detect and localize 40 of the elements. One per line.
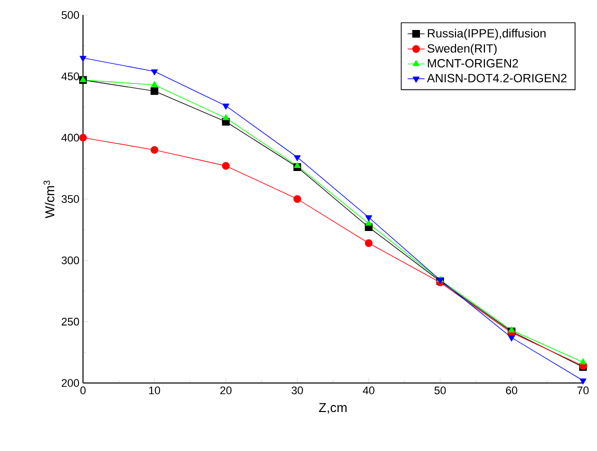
x-tick-label: 0 — [80, 386, 86, 394]
y-tick-label: 450 — [61, 72, 80, 80]
x-tick-label: 30 — [292, 386, 303, 394]
point — [150, 146, 158, 154]
x-tick-label: 10 — [149, 386, 160, 394]
point — [294, 162, 301, 168]
y-axis-title: W/cm$^{3}$ — [44, 180, 54, 218]
x-axis-title: Z,cm — [319, 403, 347, 414]
point — [508, 326, 515, 332]
y-tick-label: 200 — [62, 379, 80, 387]
point — [580, 358, 586, 364]
y-tick-label: 250 — [62, 318, 80, 326]
point — [150, 87, 158, 95]
point — [222, 104, 230, 110]
point — [151, 81, 158, 88]
legend-label: ANISN-DOT4.2-ORIGEN2 — [426, 74, 567, 82]
x-tick-label: 50 — [434, 386, 446, 394]
x-tick-label: 70 — [577, 386, 589, 394]
point — [580, 378, 586, 384]
point — [365, 220, 372, 226]
point — [294, 155, 301, 162]
point — [80, 56, 86, 62]
point — [222, 114, 230, 120]
legend-label: Russia(IPPE),diffusion — [428, 28, 546, 40]
point — [508, 336, 515, 342]
point — [222, 162, 230, 170]
point — [293, 195, 302, 203]
point — [79, 134, 87, 142]
legend-label: Sweden(RIT) — [427, 44, 497, 56]
y-tick-label: 350 — [62, 195, 80, 203]
legend-label: MCNT-ORIGEN2 — [428, 59, 518, 68]
point — [364, 239, 373, 248]
x-tick-label: 60 — [506, 386, 518, 394]
x-tick-label: 20 — [220, 386, 232, 394]
point — [365, 215, 372, 222]
point — [151, 69, 158, 76]
y-tick-label: 300 — [62, 256, 80, 264]
x-tick-label: 40 — [362, 386, 374, 394]
y-tick-label: 500 — [62, 11, 80, 19]
y-tick-label: 400 — [61, 134, 80, 142]
